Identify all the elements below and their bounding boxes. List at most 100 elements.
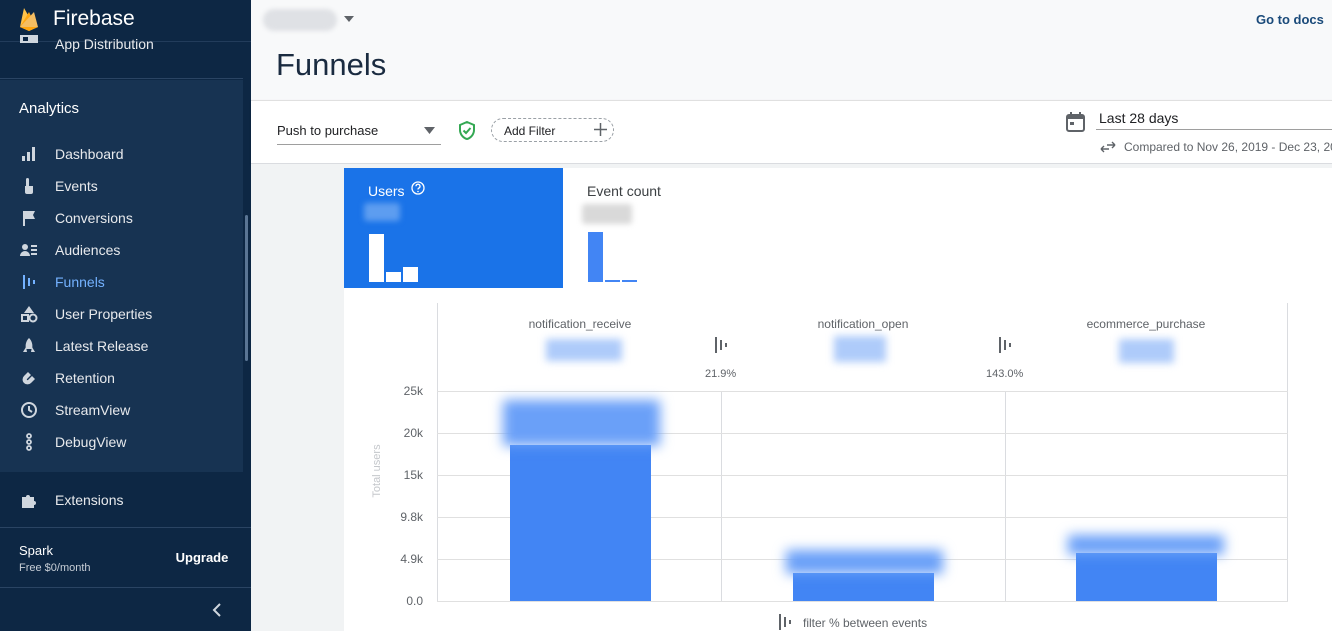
y-tick-label: 4.9k [400, 552, 423, 566]
tab-event-count[interactable]: Event count [587, 183, 661, 199]
event-count-mini-bar [605, 280, 620, 282]
app-distribution-icon [20, 35, 38, 43]
step-separator-icon [999, 337, 1011, 353]
step-value [546, 339, 622, 361]
sidebar-item-funnels[interactable]: Funnels [0, 266, 243, 298]
step-label: notification_open [817, 317, 909, 331]
page-title: Funnels [276, 47, 387, 82]
go-to-docs-link[interactable]: Go to docs [1256, 12, 1324, 27]
analytics-panel [0, 80, 243, 472]
sidebar-item-label: Latest Release [55, 338, 149, 354]
funnel-bar-blurred-top [786, 550, 943, 574]
sidebar-item-label: StreamView [55, 402, 131, 418]
step-conversion-rate: 143.0% [986, 368, 1024, 380]
help-icon[interactable] [411, 181, 425, 195]
tab-users-label: Users [368, 183, 405, 199]
upgrade-button[interactable]: Upgrade [166, 542, 238, 572]
sidebar-item-app-distribution[interactable]: App Distribution [0, 33, 243, 79]
sidebar-divider [0, 527, 251, 528]
chevron-down-icon[interactable] [343, 15, 355, 23]
step-value [834, 336, 886, 362]
comparison-range: Compared to Nov 26, 2019 - Dec 23, 2019 [1124, 140, 1332, 154]
y-tick-label: 9.8k [400, 510, 423, 524]
sidebar-item-audiences[interactable]: Audiences [0, 234, 243, 266]
funnel-bar-blurred-top [503, 400, 660, 446]
sidebar-item-dashboard[interactable]: Dashboard [0, 138, 243, 170]
sidebar-item-label: User Properties [55, 306, 153, 322]
chart-column-divider [1287, 303, 1288, 601]
project-selector[interactable] [263, 9, 337, 31]
filter-between-events-label: filter % between events [803, 616, 928, 630]
sidebar-item-events[interactable]: Events [0, 170, 243, 202]
calendar-icon[interactable] [1066, 112, 1085, 132]
funnel-bar[interactable] [510, 445, 651, 601]
date-range-underline [1096, 129, 1332, 130]
add-filter-button[interactable]: Add Filter [491, 118, 614, 142]
chart-column-divider [437, 303, 438, 601]
y-tick-label: 15k [403, 468, 423, 482]
sidebar-item-user-properties[interactable]: User Properties [0, 298, 243, 330]
plan-name: Spark [19, 543, 53, 558]
users-mini-bar [369, 234, 384, 282]
gridline [437, 391, 1288, 392]
sidebar-item-label: App Distribution [55, 36, 154, 52]
gridline [437, 601, 1288, 602]
people-icon [20, 244, 37, 256]
funnel-bar[interactable] [1076, 553, 1217, 601]
funnel-toolbar [251, 100, 1332, 164]
y-tick-label: 25k [403, 384, 423, 398]
step-conversion-rate: 21.9% [705, 368, 737, 380]
funnel-bar[interactable] [793, 573, 934, 601]
shapes-icon [21, 306, 38, 323]
add-filter-label: Add Filter [504, 124, 556, 138]
funnel-select-value: Push to purchase [277, 123, 379, 138]
sidebar-item-streamview[interactable]: StreamView [0, 394, 243, 426]
funnel-select[interactable]: Push to purchase [277, 114, 441, 145]
sidebar-item-extensions[interactable]: Extensions [0, 484, 243, 516]
sidebar-item-conversions[interactable]: Conversions [0, 202, 243, 234]
gridline [437, 433, 1288, 434]
firebase-logo-icon[interactable] [18, 6, 40, 32]
sidebar-item-label: Events [55, 178, 98, 194]
clock-icon [21, 402, 37, 418]
event-count-mini-bar [622, 280, 637, 282]
step-label: ecommerce_purchase [1086, 317, 1206, 331]
step-label: notification_receive [528, 317, 632, 331]
chart-column-divider [721, 391, 722, 601]
sidebar-item-label: Dashboard [55, 146, 124, 162]
date-range-select[interactable]: Last 28 days [1099, 110, 1179, 126]
gridline [437, 517, 1288, 518]
chevron-down-icon [424, 127, 435, 134]
sidebar-item-retention[interactable]: Retention [0, 362, 243, 394]
sidebar-item-latest-release[interactable]: Latest Release [0, 330, 243, 362]
event-count-total-value [582, 204, 632, 224]
sidebar-item-debugview[interactable]: DebugView [0, 426, 243, 458]
chevron-left-icon[interactable] [207, 600, 227, 620]
shield-check-icon [459, 121, 475, 140]
sidebar-item-label: DebugView [55, 434, 127, 450]
sidebar-scrollbar[interactable] [245, 215, 248, 361]
touch-icon [25, 178, 33, 194]
funnel-icon [23, 275, 35, 289]
compare-arrows-icon [1100, 141, 1116, 153]
step-value [1119, 339, 1174, 363]
users-total-value [364, 203, 400, 221]
magnet-icon [22, 372, 35, 385]
debug-icon [26, 433, 32, 451]
y-axis-label: Total users [371, 444, 383, 498]
y-tick-label: 20k [403, 426, 423, 440]
users-mini-bar [403, 267, 418, 282]
sidebar-item-label: Conversions [55, 210, 133, 226]
sidebar-item-label: Retention [55, 370, 115, 386]
users-mini-bar [386, 272, 401, 282]
bar-chart-icon [22, 147, 35, 161]
sidebar-item-label: Extensions [55, 492, 124, 508]
sidebar-item-label: Funnels [55, 274, 105, 290]
sidebar-header: Firebase [0, 0, 251, 42]
rocket-icon [23, 338, 35, 352]
y-tick-label: 0.0 [406, 594, 423, 608]
funnel-bar-blurred-top [1068, 535, 1224, 555]
gridline [437, 475, 1288, 476]
chart-column-divider [1005, 391, 1006, 601]
funnel-filter-icon [779, 614, 791, 630]
